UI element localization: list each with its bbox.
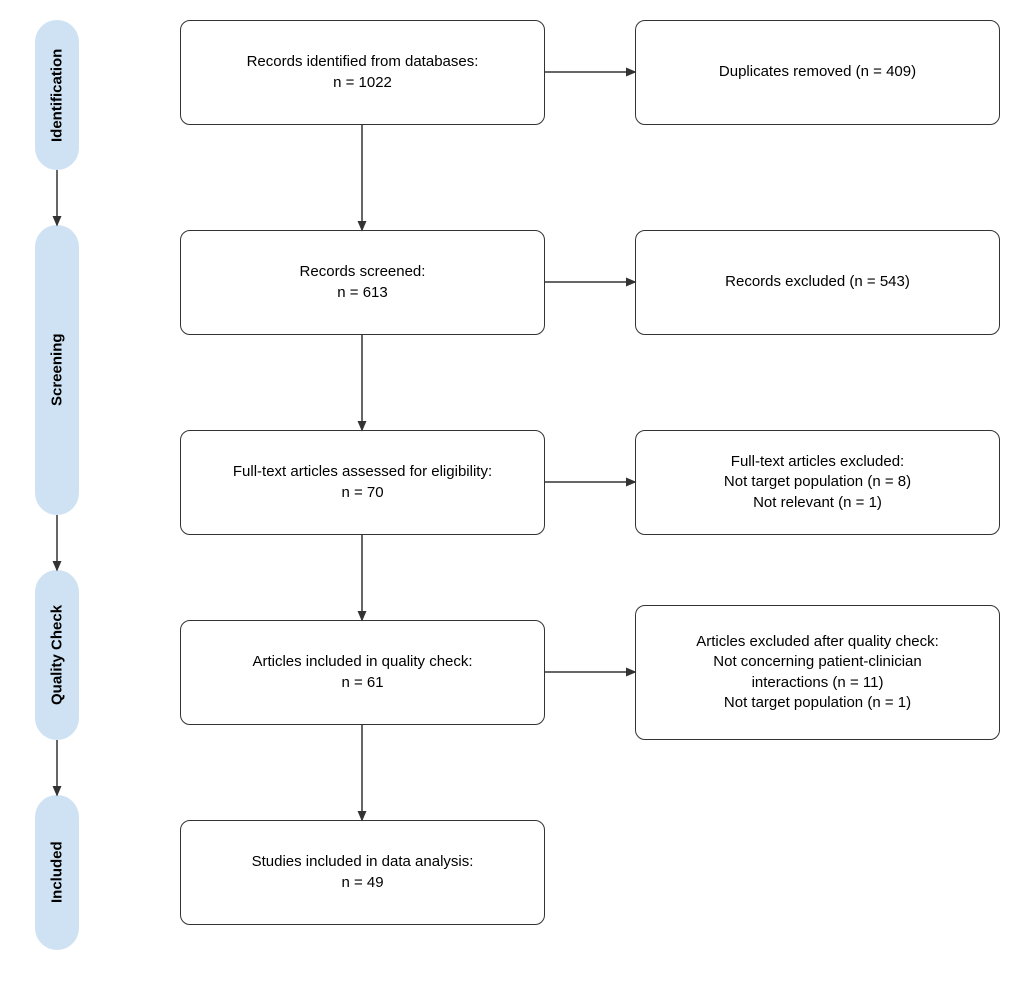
stage-included: Included bbox=[35, 795, 79, 950]
box-records-identified: Records identified from databases: n = 1… bbox=[180, 20, 545, 125]
box-line: Not relevant (n = 1) bbox=[753, 493, 882, 513]
box-line: Not concerning patient-clinician bbox=[713, 652, 921, 672]
box-line: Duplicates removed (n = 409) bbox=[719, 62, 916, 82]
box-line: Full-text articles assessed for eligibil… bbox=[233, 462, 492, 482]
stage-label-text: Quality Check bbox=[49, 605, 66, 705]
box-duplicates-removed: Duplicates removed (n = 409) bbox=[635, 20, 1000, 125]
box-line: Articles included in quality check: bbox=[252, 652, 472, 672]
box-line: n = 70 bbox=[341, 483, 383, 503]
box-fulltext-assessed: Full-text articles assessed for eligibil… bbox=[180, 430, 545, 535]
stage-label-text: Screening bbox=[49, 334, 66, 407]
box-line: Not target population (n = 8) bbox=[724, 472, 911, 492]
box-line: n = 49 bbox=[341, 873, 383, 893]
box-line: Not target population (n = 1) bbox=[724, 693, 911, 713]
box-studies-included: Studies included in data analysis: n = 4… bbox=[180, 820, 545, 925]
stage-label-text: Identification bbox=[49, 48, 66, 141]
stage-identification: Identification bbox=[35, 20, 79, 170]
box-records-excluded: Records excluded (n = 543) bbox=[635, 230, 1000, 335]
box-line: Records screened: bbox=[300, 262, 426, 282]
box-line: Full-text articles excluded: bbox=[731, 452, 904, 472]
box-line: n = 61 bbox=[341, 673, 383, 693]
stage-screening: Screening bbox=[35, 225, 79, 515]
box-quality-included: Articles included in quality check: n = … bbox=[180, 620, 545, 725]
box-line: Records identified from databases: bbox=[247, 52, 479, 72]
stage-label-text: Included bbox=[49, 842, 66, 904]
box-quality-excluded: Articles excluded after quality check: N… bbox=[635, 605, 1000, 740]
box-line: interactions (n = 11) bbox=[752, 673, 884, 693]
box-line: Articles excluded after quality check: bbox=[696, 632, 939, 652]
stage-quality-check: Quality Check bbox=[35, 570, 79, 740]
box-line: Records excluded (n = 543) bbox=[725, 272, 910, 292]
box-line: n = 613 bbox=[337, 283, 387, 303]
box-line: Studies included in data analysis: bbox=[252, 852, 474, 872]
box-records-screened: Records screened: n = 613 bbox=[180, 230, 545, 335]
box-line: n = 1022 bbox=[333, 73, 392, 93]
box-fulltext-excluded: Full-text articles excluded: Not target … bbox=[635, 430, 1000, 535]
